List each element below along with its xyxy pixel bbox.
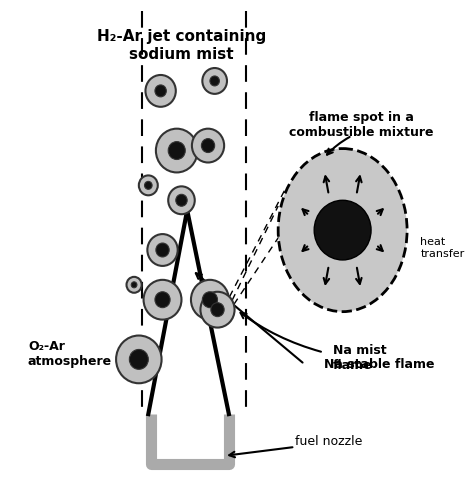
Circle shape xyxy=(168,186,195,214)
Circle shape xyxy=(210,76,219,86)
Text: heat
transfer: heat transfer xyxy=(420,237,464,259)
Text: flame spot in a
combustible mixture: flame spot in a combustible mixture xyxy=(289,111,434,139)
Text: Na stable flame: Na stable flame xyxy=(324,358,434,371)
Circle shape xyxy=(116,336,162,384)
Circle shape xyxy=(168,142,185,160)
Circle shape xyxy=(203,68,227,94)
Circle shape xyxy=(155,292,170,308)
Circle shape xyxy=(145,182,152,190)
Circle shape xyxy=(203,292,218,308)
Ellipse shape xyxy=(278,148,407,312)
Circle shape xyxy=(211,302,224,316)
Circle shape xyxy=(139,176,158,196)
Circle shape xyxy=(130,350,148,370)
Circle shape xyxy=(314,200,371,260)
Circle shape xyxy=(176,194,187,206)
Circle shape xyxy=(156,243,169,257)
Circle shape xyxy=(201,292,235,328)
Circle shape xyxy=(202,138,215,152)
Text: Na mist
flame: Na mist flame xyxy=(333,344,387,372)
Circle shape xyxy=(191,280,229,320)
Circle shape xyxy=(144,280,181,320)
Text: fuel nozzle: fuel nozzle xyxy=(295,436,363,448)
Circle shape xyxy=(147,234,178,266)
Circle shape xyxy=(131,282,137,288)
Circle shape xyxy=(155,85,166,97)
Circle shape xyxy=(127,277,142,293)
Circle shape xyxy=(146,75,176,107)
Text: H₂-Ar jet containing
sodium mist: H₂-Ar jet containing sodium mist xyxy=(97,29,266,62)
Text: O₂-Ar
atmosphere: O₂-Ar atmosphere xyxy=(28,340,112,368)
Circle shape xyxy=(156,128,198,172)
Circle shape xyxy=(192,128,224,162)
